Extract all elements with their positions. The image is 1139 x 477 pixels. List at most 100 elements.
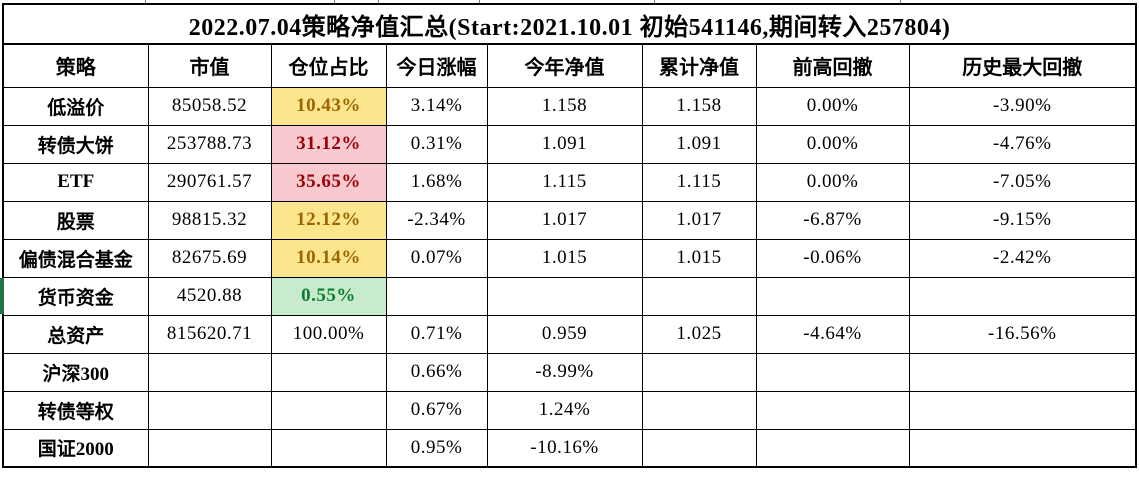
cell-ytd-nav[interactable]: -8.99%: [486, 352, 643, 392]
cell-prev-high-drawdown[interactable]: -4.64%: [755, 314, 910, 354]
cell-market-value[interactable]: 4520.88: [147, 276, 272, 316]
cell-today-change[interactable]: [385, 276, 488, 316]
cell-cum-nav[interactable]: 1.091: [641, 124, 757, 164]
gridline-tick: [479, 0, 480, 3]
cell-position-pct[interactable]: 0.55%: [270, 276, 387, 316]
gridline-tick: [900, 0, 901, 3]
cell-prev-high-drawdown[interactable]: [755, 352, 910, 392]
cell-market-value[interactable]: [147, 390, 272, 430]
cell-cum-nav[interactable]: 1.115: [641, 162, 757, 202]
gridline-tick: [334, 0, 335, 3]
cell-prev-high-drawdown[interactable]: 0.00%: [755, 162, 910, 202]
column-header-strategy[interactable]: 策略: [2, 43, 149, 88]
column-header-position-pct[interactable]: 仓位占比: [270, 43, 387, 88]
cell-ytd-nav[interactable]: [486, 276, 643, 316]
cell-strategy[interactable]: 货币资金: [2, 276, 149, 316]
row-stocks: 股票 98815.32 12.12% -2.34% 1.017 1.017 -6…: [2, 200, 1137, 240]
header-row: 策略 市值 仓位占比 今日涨幅 今年净值 累计净值 前高回撤 历史最大回撤: [2, 43, 1137, 88]
cell-max-drawdown[interactable]: -4.76%: [908, 124, 1137, 164]
cell-cum-nav[interactable]: [641, 428, 757, 468]
cell-ytd-nav[interactable]: -10.16%: [486, 428, 643, 468]
cell-today-change[interactable]: 0.95%: [385, 428, 488, 468]
cell-market-value[interactable]: 290761.57: [147, 162, 272, 202]
cell-strategy[interactable]: 股票: [2, 200, 149, 240]
cell-strategy[interactable]: 偏债混合基金: [2, 238, 149, 278]
cell-today-change[interactable]: 0.31%: [385, 124, 488, 164]
cell-strategy[interactable]: 低溢价: [2, 86, 149, 126]
cell-max-drawdown[interactable]: [908, 352, 1137, 392]
cell-position-pct[interactable]: [270, 352, 387, 392]
column-header-cum-nav[interactable]: 累计净值: [641, 43, 757, 88]
cell-position-pct[interactable]: 10.43%: [270, 86, 387, 126]
cell-position-pct[interactable]: 35.65%: [270, 162, 387, 202]
cell-ytd-nav[interactable]: 1.015: [486, 238, 643, 278]
cell-prev-high-drawdown[interactable]: 0.00%: [755, 86, 910, 126]
column-header-market-value[interactable]: 市值: [147, 43, 272, 88]
cell-ytd-nav[interactable]: 1.017: [486, 200, 643, 240]
cell-today-change[interactable]: -2.34%: [385, 200, 488, 240]
cell-market-value[interactable]: [147, 428, 272, 468]
column-header-max-drawdown[interactable]: 历史最大回撤: [908, 43, 1137, 88]
cell-today-change[interactable]: 1.68%: [385, 162, 488, 202]
cell-market-value[interactable]: 815620.71: [147, 314, 272, 354]
cell-market-value[interactable]: 98815.32: [147, 200, 272, 240]
row-bond-hybrid-fund: 偏债混合基金 82675.69 10.14% 0.07% 1.015 1.015…: [2, 238, 1137, 278]
cell-cum-nav[interactable]: 1.025: [641, 314, 757, 354]
cell-ytd-nav[interactable]: 1.091: [486, 124, 643, 164]
cell-cum-nav[interactable]: [641, 352, 757, 392]
cell-cum-nav[interactable]: [641, 390, 757, 430]
cell-strategy[interactable]: 转债等权: [2, 390, 149, 430]
cell-max-drawdown[interactable]: -3.90%: [908, 86, 1137, 126]
cell-strategy[interactable]: ETF: [2, 162, 149, 202]
cell-cum-nav[interactable]: [641, 276, 757, 316]
cell-prev-high-drawdown[interactable]: -6.87%: [755, 200, 910, 240]
cell-max-drawdown[interactable]: -9.15%: [908, 200, 1137, 240]
row-hs300-index: 沪深300 0.66% -8.99%: [2, 352, 1137, 392]
cell-strategy[interactable]: 总资产: [2, 314, 149, 354]
cell-position-pct[interactable]: [270, 428, 387, 468]
cell-prev-high-drawdown[interactable]: 0.00%: [755, 124, 910, 164]
cell-ytd-nav[interactable]: 1.158: [486, 86, 643, 126]
cell-today-change[interactable]: 0.71%: [385, 314, 488, 354]
cell-cum-nav[interactable]: 1.158: [641, 86, 757, 126]
row-cb-equal-weight-index: 转债等权 0.67% 1.24%: [2, 390, 1137, 430]
cell-market-value[interactable]: 85058.52: [147, 86, 272, 126]
cell-ytd-nav[interactable]: 1.115: [486, 162, 643, 202]
cell-market-value[interactable]: 253788.73: [147, 124, 272, 164]
cell-today-change[interactable]: 0.66%: [385, 352, 488, 392]
cell-ytd-nav[interactable]: 0.959: [486, 314, 643, 354]
cell-max-drawdown[interactable]: -16.56%: [908, 314, 1137, 354]
cell-max-drawdown[interactable]: -7.05%: [908, 162, 1137, 202]
row-monetary-fund: 货币资金 4520.88 0.55%: [2, 276, 1137, 316]
cell-position-pct[interactable]: 31.12%: [270, 124, 387, 164]
cell-prev-high-drawdown[interactable]: [755, 428, 910, 468]
cell-strategy[interactable]: 转债大饼: [2, 124, 149, 164]
gridline-tick: [145, 0, 146, 3]
cell-max-drawdown[interactable]: [908, 390, 1137, 430]
column-header-ytd-nav[interactable]: 今年净值: [486, 43, 643, 88]
sheet-title-cell[interactable]: 2022.07.04策略净值汇总(Start:2021.10.01 初始5411…: [2, 3, 1137, 45]
cell-today-change[interactable]: 0.67%: [385, 390, 488, 430]
cell-position-pct[interactable]: 10.14%: [270, 238, 387, 278]
cell-strategy[interactable]: 国证2000: [2, 428, 149, 468]
cell-market-value[interactable]: 82675.69: [147, 238, 272, 278]
cell-today-change[interactable]: 3.14%: [385, 86, 488, 126]
cell-max-drawdown[interactable]: [908, 276, 1137, 316]
cell-ytd-nav[interactable]: 1.24%: [486, 390, 643, 430]
cell-market-value[interactable]: [147, 352, 272, 392]
cell-position-pct[interactable]: 12.12%: [270, 200, 387, 240]
cell-max-drawdown[interactable]: -2.42%: [908, 238, 1137, 278]
cell-prev-high-drawdown[interactable]: [755, 390, 910, 430]
column-header-today-change[interactable]: 今日涨幅: [385, 43, 488, 88]
cell-max-drawdown[interactable]: [908, 428, 1137, 468]
column-header-prev-high-drawdown[interactable]: 前高回撤: [755, 43, 910, 88]
cell-prev-high-drawdown[interactable]: -0.06%: [755, 238, 910, 278]
cell-cum-nav[interactable]: 1.015: [641, 238, 757, 278]
cell-today-change[interactable]: 0.07%: [385, 238, 488, 278]
cell-strategy[interactable]: 沪深300: [2, 352, 149, 392]
cell-position-pct[interactable]: 100.00%: [270, 314, 387, 354]
cell-cum-nav[interactable]: 1.017: [641, 200, 757, 240]
cell-position-pct[interactable]: [270, 390, 387, 430]
cell-prev-high-drawdown[interactable]: [755, 276, 910, 316]
